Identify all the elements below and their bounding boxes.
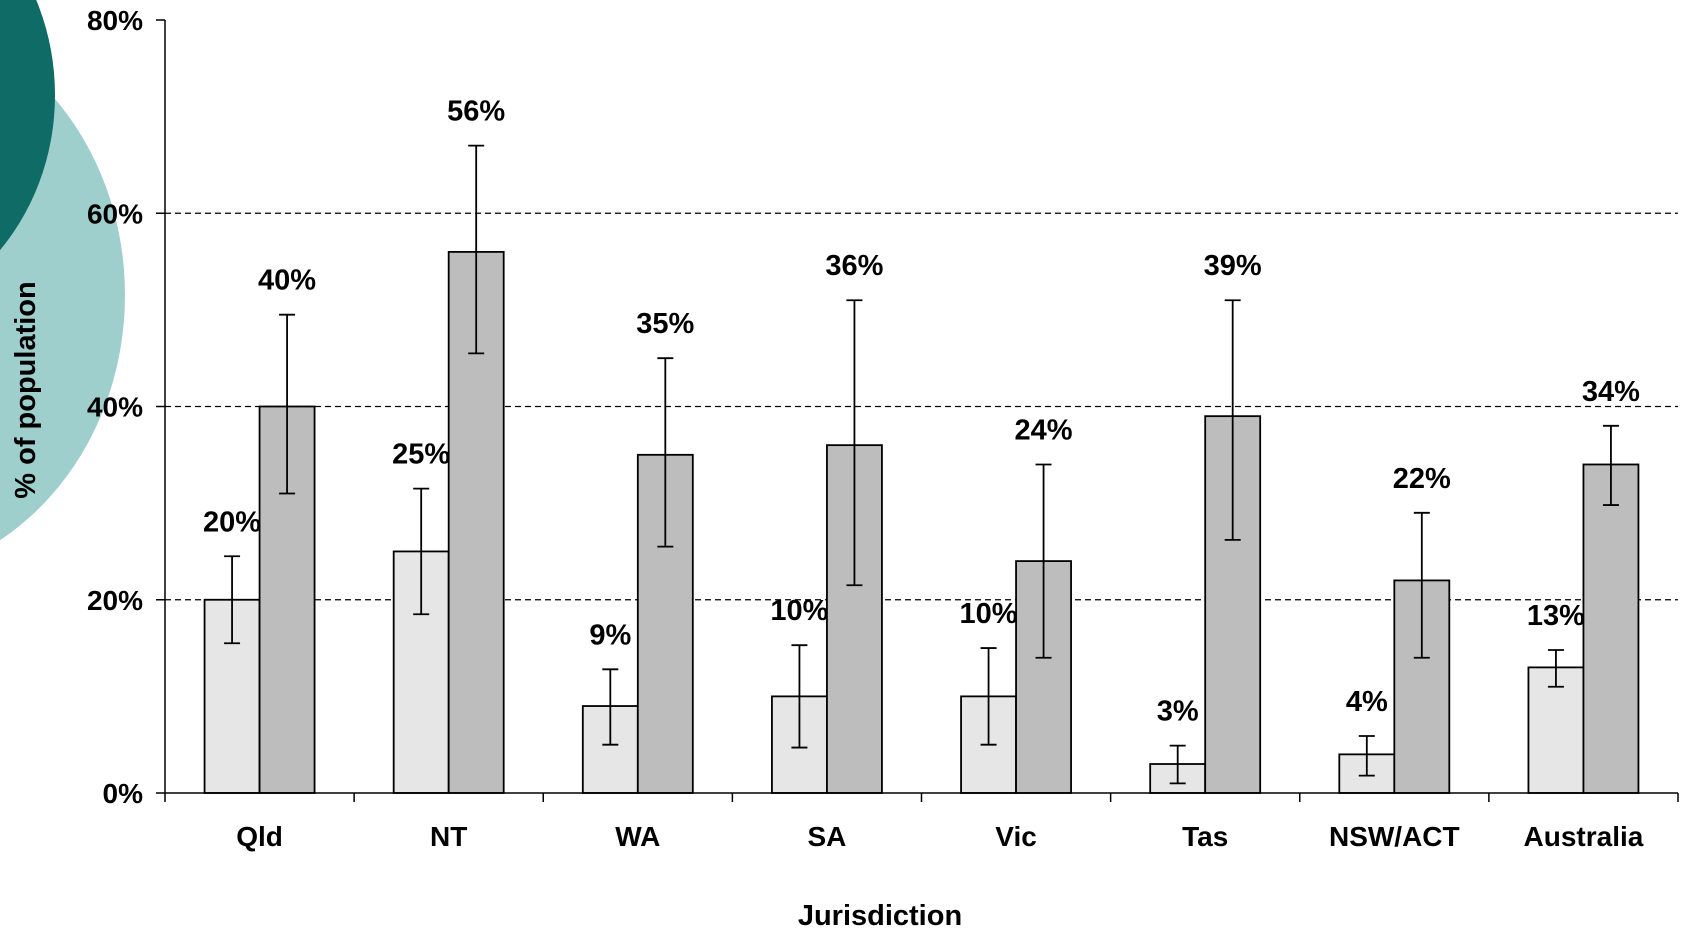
x-tick-label: Vic xyxy=(995,821,1037,852)
data-label: 13% xyxy=(1527,600,1585,632)
bar xyxy=(447,250,505,794)
axes xyxy=(156,19,1679,802)
error-bars xyxy=(224,144,1619,785)
x-tick-label: Australia xyxy=(1524,821,1644,852)
data-label: 3% xyxy=(1157,696,1199,728)
data-label: 40% xyxy=(258,265,316,297)
data-label: 22% xyxy=(1393,463,1451,495)
data-label: 34% xyxy=(1582,376,1640,408)
x-tick-label: SA xyxy=(807,821,846,852)
data-label: 56% xyxy=(447,96,505,128)
data-label: 39% xyxy=(1204,250,1262,282)
y-tick-label: 40% xyxy=(87,392,143,423)
y-tick-label: 60% xyxy=(87,198,143,229)
y-axis-title: % of population xyxy=(10,281,42,498)
data-label: 36% xyxy=(825,250,883,282)
decor-dark-circle xyxy=(0,0,55,251)
x-axis-title: Jurisdiction xyxy=(798,900,962,929)
bar xyxy=(1582,463,1640,794)
data-label: 4% xyxy=(1346,686,1388,718)
x-tick-label: WA xyxy=(615,821,660,852)
data-label: 24% xyxy=(1015,414,1073,446)
data-label: 35% xyxy=(636,308,694,340)
data-label: 20% xyxy=(203,506,261,538)
x-tick-label: NSW/ACT xyxy=(1329,821,1460,852)
x-tick-label: Qld xyxy=(236,821,283,852)
y-tick-label: 80% xyxy=(87,5,143,36)
data-label: 25% xyxy=(392,439,450,471)
data-label: 10% xyxy=(770,595,828,627)
x-tick-label: Tas xyxy=(1182,821,1228,852)
data-label: 9% xyxy=(589,619,631,651)
plot-background xyxy=(165,20,1678,793)
y-tick-label: 0% xyxy=(103,778,144,809)
y-tick-label: 20% xyxy=(87,585,143,616)
labels: 0% 20% 40% 60% 80% Qld 20% 40% NT 25% 56% WA 9% 35% SA… xyxy=(87,5,1644,852)
x-tick-label: NT xyxy=(430,821,467,852)
data-label: 10% xyxy=(960,598,1018,630)
